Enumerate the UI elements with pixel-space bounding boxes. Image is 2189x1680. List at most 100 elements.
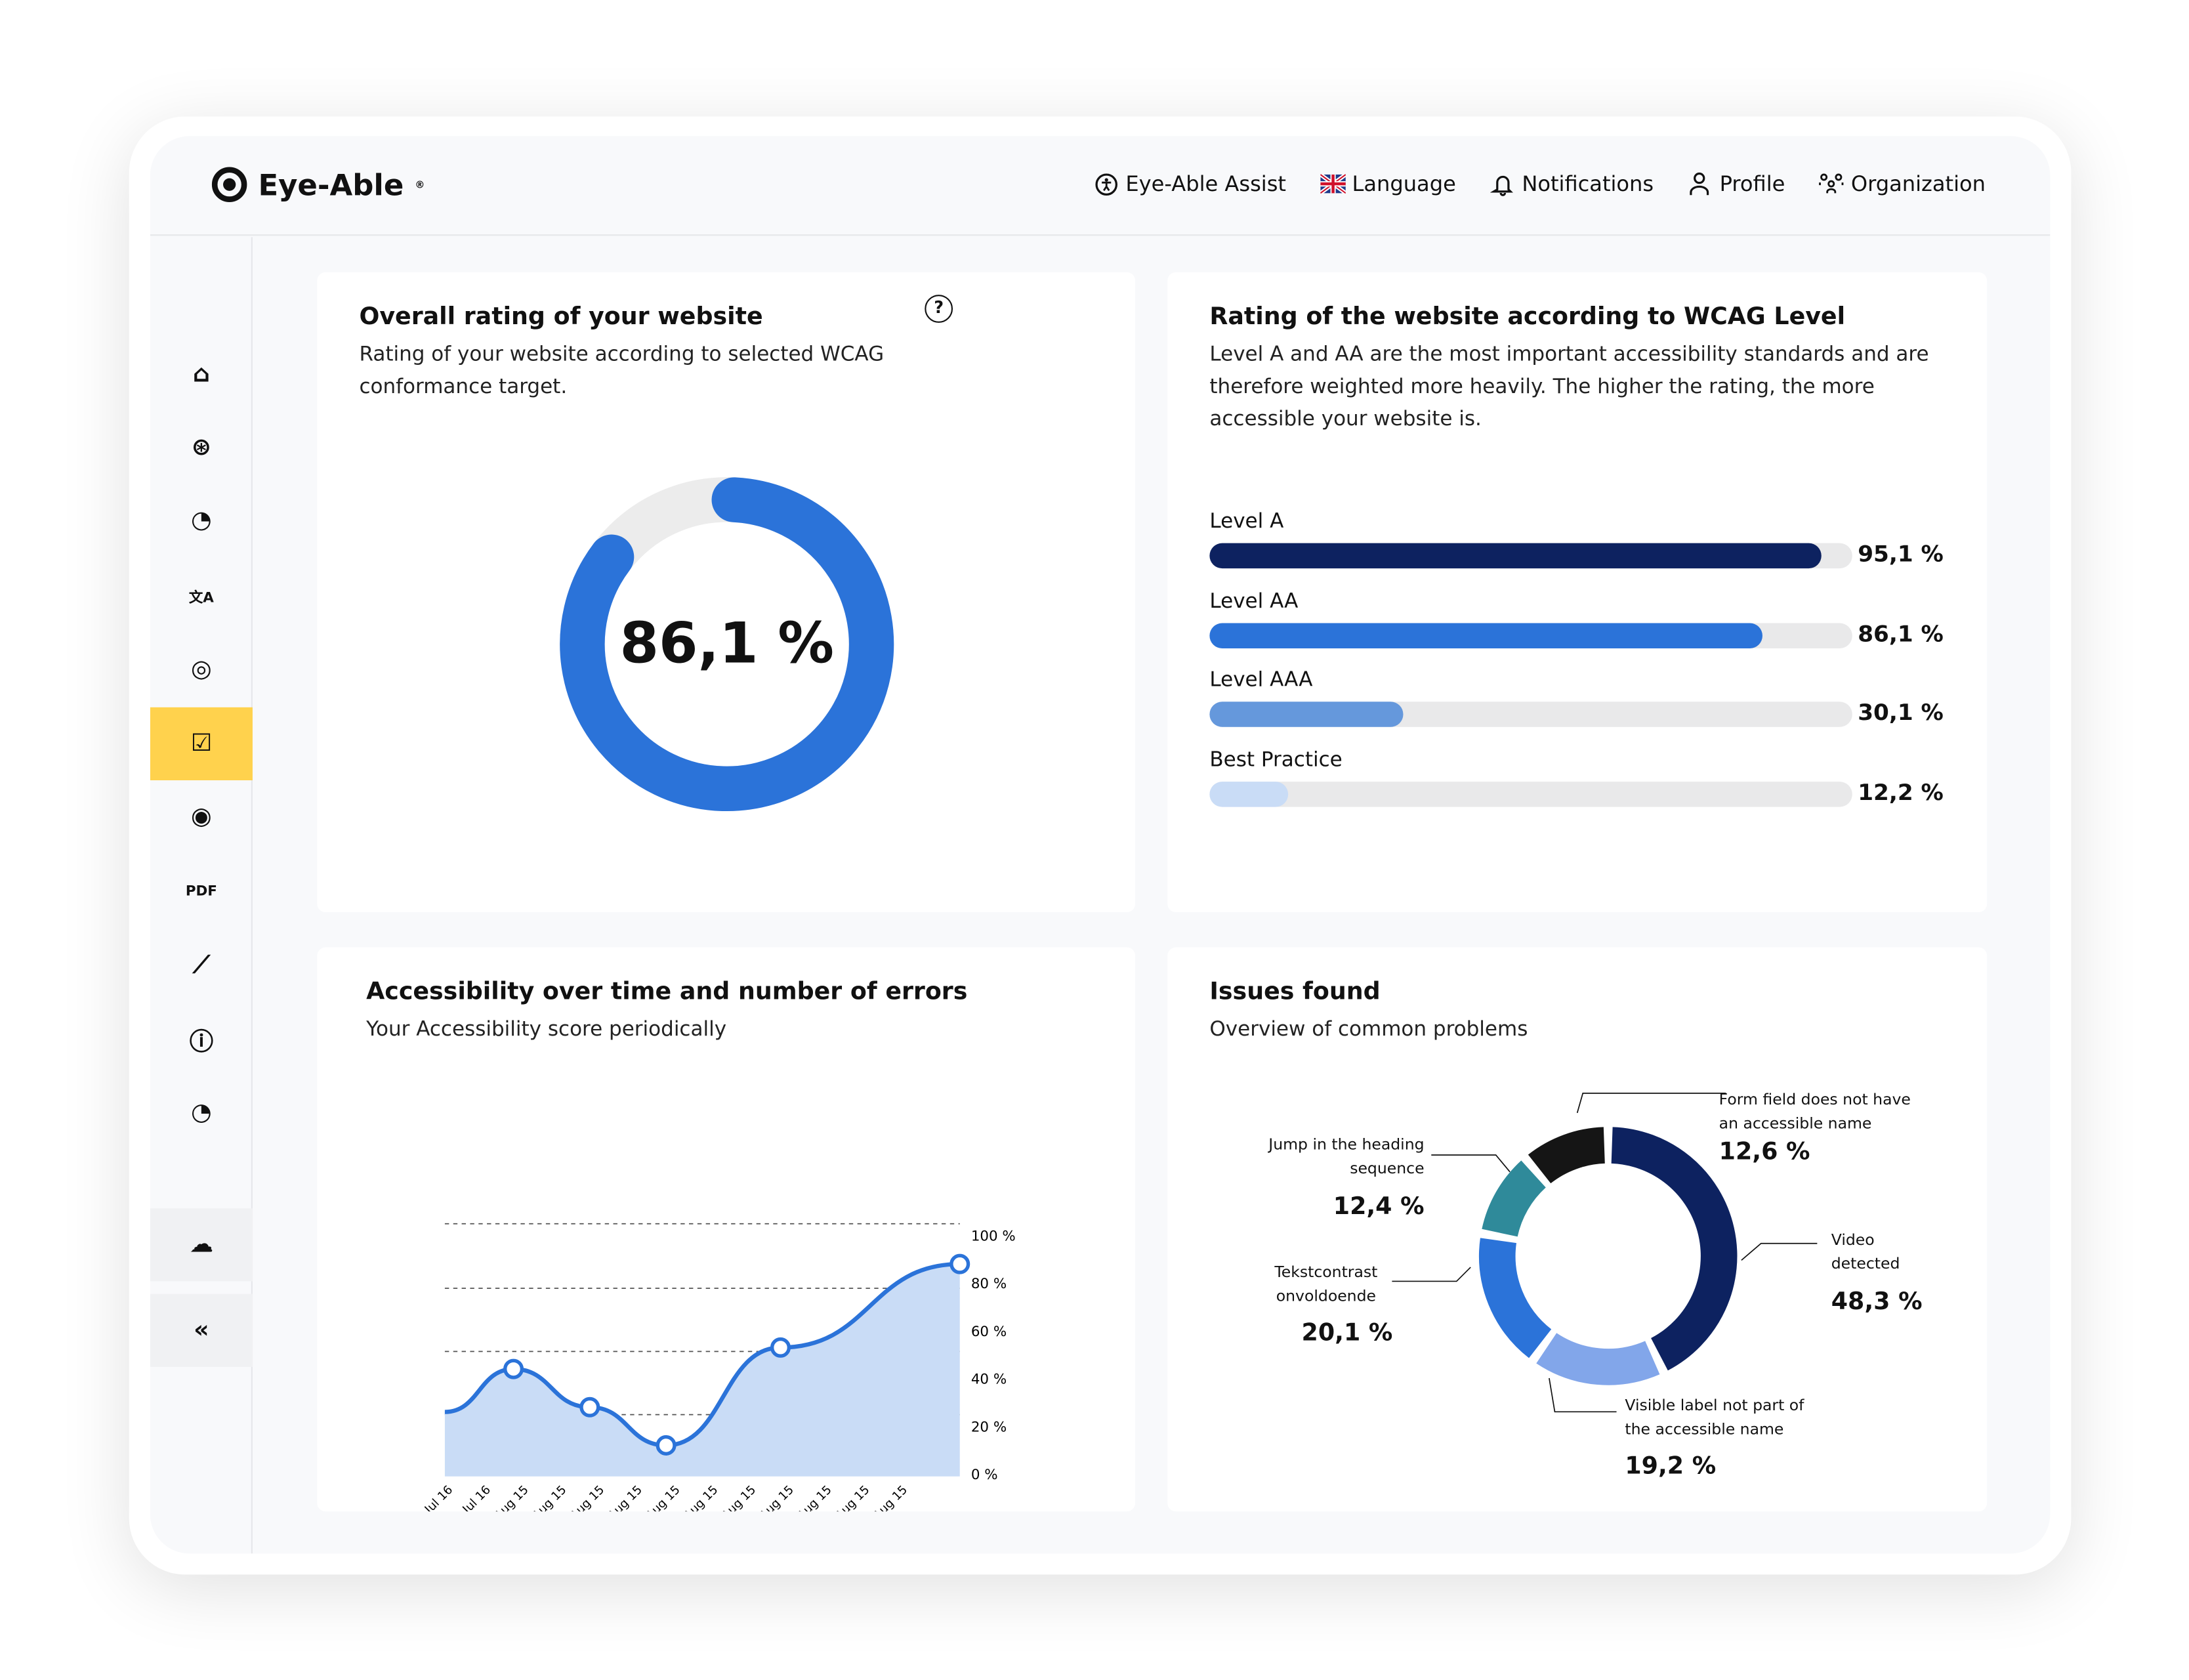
level-bar (1209, 702, 1852, 727)
slice-label: Visible label not part of the accessible… (1625, 1396, 1804, 1438)
leader-line (1549, 1377, 1617, 1413)
pie-slice[interactable] (1528, 1127, 1606, 1184)
nav-label: Notifications (1522, 171, 1654, 197)
line-chart-icon: ⟋ (193, 951, 210, 980)
uk-flag-icon (1320, 171, 1345, 196)
nav-eye-able-assist[interactable]: Eye-Able Assist (1093, 171, 1286, 196)
translate-icon: 文A (188, 590, 214, 606)
y-tick-label: 40 % (971, 1372, 1007, 1388)
fingerprint-icon: ◎ (191, 655, 212, 684)
data-point[interactable] (656, 1435, 677, 1456)
slice-value: 12,4 % (1333, 1192, 1425, 1221)
bell-icon (1490, 171, 1514, 196)
level-bar (1209, 622, 1852, 648)
slice-label: Form field does not have an accessible n… (1719, 1090, 1911, 1133)
nav-organization[interactable]: Organization (1819, 171, 1986, 196)
slice-label: Jump in the heading sequence (1268, 1135, 1425, 1178)
home-icon: ⌂ (192, 360, 210, 389)
y-tick-label: 80 % (971, 1276, 1007, 1292)
user-icon (1687, 171, 1712, 196)
slice-value: 12,6 % (1719, 1138, 1810, 1167)
level-value: 86,1 % (1858, 620, 1944, 646)
slice-value: 48,3 % (1831, 1288, 1923, 1316)
slice-value: 19,2 % (1625, 1452, 1717, 1481)
nav-language[interactable]: Language (1320, 171, 1456, 196)
sidebar-item[interactable]: ⌂ (150, 338, 253, 411)
sidebar-item[interactable]: ⊛ (150, 411, 253, 484)
document-info-icon: ⓘ (189, 1028, 214, 1057)
chat-help-icon: ☁ (189, 1230, 214, 1259)
data-point[interactable] (503, 1358, 524, 1379)
sidebar-item[interactable]: ◔ (150, 484, 253, 557)
collapse-icon: « (194, 1316, 209, 1345)
donut-value-arc (560, 477, 894, 812)
level-bar-fill (1209, 543, 1821, 569)
clipboard-check-icon: ☑ (190, 730, 213, 758)
logo[interactable]: Eye-Able ® (211, 167, 425, 202)
level-value: 95,1 % (1858, 540, 1944, 567)
sidebar-item[interactable]: « (150, 1293, 253, 1367)
help-icon[interactable]: ? (925, 295, 953, 323)
pie-slice[interactable] (1611, 1127, 1738, 1371)
sidebar-item[interactable]: ◉ (150, 780, 253, 853)
y-tick-label: 20 % (971, 1419, 1007, 1435)
pie-slice[interactable] (1479, 1238, 1552, 1358)
level-bar (1209, 781, 1852, 807)
leader-line (1576, 1093, 1726, 1114)
sidebar-item[interactable]: ⓘ (150, 1002, 253, 1075)
y-tick-label: 0 % (971, 1467, 998, 1483)
issues-found-card: Issues found Overview of common problems… (1167, 947, 1988, 1512)
slice-value: 20,1 % (1301, 1319, 1393, 1347)
wcag-level-card: Rating of the website according to WCAG … (1167, 272, 1988, 913)
organization-icon (1819, 171, 1844, 196)
eye-logo-icon (211, 167, 247, 202)
level-bar-fill (1209, 622, 1763, 648)
level-bar-fill (1209, 702, 1404, 727)
overall-donut (560, 477, 894, 812)
pie-chart-icon: ◔ (191, 1099, 212, 1127)
card-title: Issues found (1209, 978, 1381, 1007)
card-title: Rating of the website according to WCAG … (1209, 303, 1846, 331)
overall-rating-card: Overall rating of your website Rating of… (317, 272, 1136, 913)
data-point[interactable] (770, 1337, 791, 1358)
card-title: Accessibility over time and number of er… (366, 978, 968, 1007)
pie-chart-icon: ◔ (191, 506, 212, 535)
accessibility-icon: ⊛ (191, 433, 212, 462)
overall-value: 86,1 % (619, 612, 835, 677)
brand-name: Eye-Able (258, 167, 404, 201)
nav-notifications[interactable]: Notifications (1490, 171, 1654, 196)
app: Eye-Able ® Eye-Able Assist Language Notif… (150, 136, 2051, 1554)
slice-label: Tekstcontrast onvoldoende (1274, 1263, 1378, 1305)
card-title: Overall rating of your website (359, 303, 763, 331)
leader-line (1741, 1242, 1818, 1261)
pie-slice[interactable] (1482, 1160, 1547, 1238)
slice-label: Video detected (1831, 1230, 1900, 1273)
pdf-icon: PDF (185, 883, 217, 899)
card-subtitle: Level A and AA are the most important ac… (1209, 343, 1929, 431)
leader-line (1431, 1154, 1511, 1173)
sidebar-item[interactable]: ⟋ (150, 929, 253, 1002)
nav-profile[interactable]: Profile (1687, 171, 1785, 196)
data-point[interactable] (949, 1253, 970, 1274)
accessibility-over-time-card: Accessibility over time and number of er… (317, 947, 1136, 1512)
line-chart: 100 %80 %60 %40 %20 %0 %Jun 17 – Jul 16J… (386, 1223, 1016, 1511)
issues-donut-chart (1392, 1093, 1818, 1413)
sidebar-item[interactable]: ☁ (150, 1208, 253, 1282)
nav-label: Profile (1719, 171, 1785, 197)
pie-slice[interactable] (1536, 1332, 1660, 1385)
sidebar-item[interactable]: ◔ (150, 1076, 253, 1149)
sidebar-item[interactable]: PDF (150, 854, 253, 927)
card-subtitle: Overview of common problems (1209, 1018, 1528, 1041)
data-point[interactable] (579, 1396, 600, 1418)
area-fill (444, 1264, 960, 1477)
level-value: 30,1 % (1858, 698, 1944, 726)
registered-mark: ® (415, 178, 425, 190)
card-subtitle: Rating of your website according to sele… (359, 343, 885, 399)
sidebar-item[interactable]: ☑ (150, 707, 253, 781)
sidebar-item[interactable]: 文A (150, 558, 253, 631)
sidebar-item[interactable]: ◎ (150, 633, 253, 705)
level-label: Best Practice (1209, 748, 1343, 772)
card-subtitle: Your Accessibility score periodically (366, 1018, 727, 1041)
nav-label: Organization (1850, 171, 1986, 197)
nav-label: Language (1352, 171, 1456, 197)
